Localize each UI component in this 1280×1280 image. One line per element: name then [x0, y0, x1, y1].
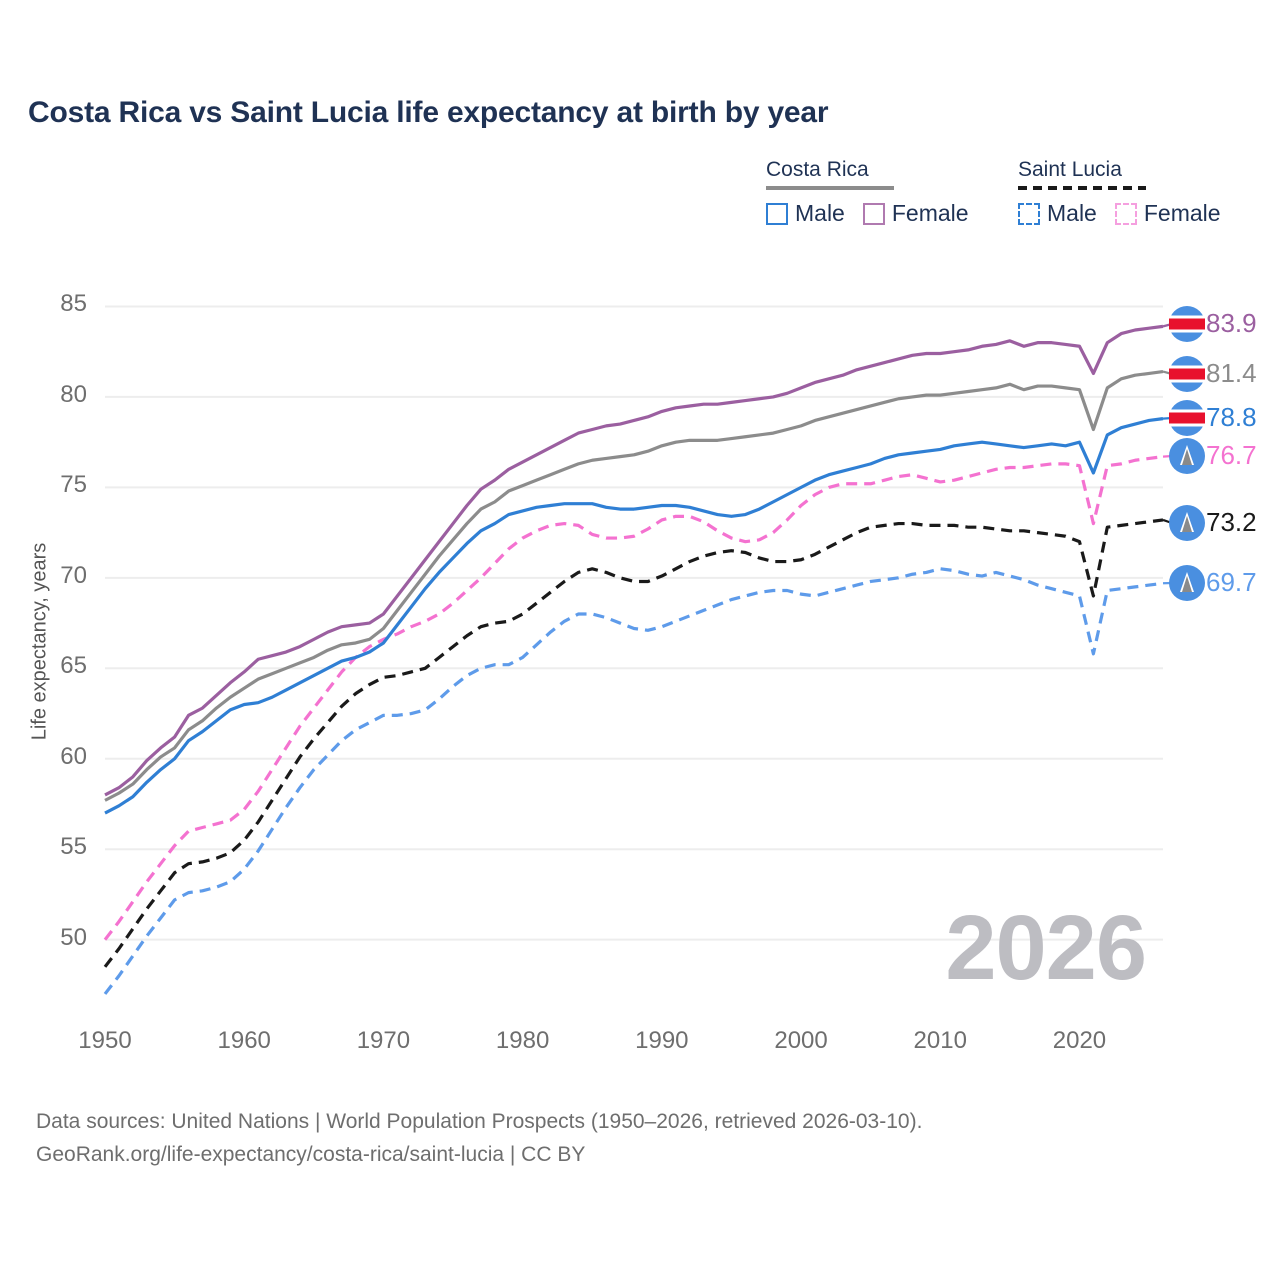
- x-axis-tick-label: 2000: [774, 1027, 828, 1054]
- x-axis-tick-label: 2010: [913, 1027, 967, 1054]
- legend-label-costa-rica-male: Male: [795, 200, 845, 226]
- legend-heading-saint-lucia: Saint Lucia: [1018, 158, 1122, 181]
- series-line: [103, 455, 1164, 941]
- series-line: [103, 518, 1164, 968]
- costa-rica-flag-icon: [1168, 305, 1206, 343]
- page-title: Costa Rica vs Saint Lucia life expectanc…: [28, 96, 829, 129]
- series-end-value-label: 69.7: [1206, 567, 1257, 597]
- x-axis-tick-label: 1950: [78, 1027, 132, 1054]
- legend-label-saint-lucia-female: Female: [1143, 200, 1221, 226]
- y-axis-tick-label: 85: [60, 290, 87, 318]
- chart-legend: Costa Rica Male Female Saint Lucia Male …: [760, 158, 1256, 248]
- x-axis-tick-label: 1990: [635, 1027, 689, 1054]
- series-end-value-label: 81.4: [1206, 358, 1257, 388]
- series-end-value-label: 83.9: [1206, 308, 1257, 338]
- legend-item-saint-lucia-male[interactable]: Male: [1018, 200, 1097, 227]
- legend-group-saint-lucia: Saint Lucia Male Female: [1018, 158, 1221, 227]
- legend-item-costa-rica-male[interactable]: Male: [766, 200, 845, 227]
- x-axis-tick-label: 1960: [217, 1027, 271, 1054]
- series-line: [104, 370, 1164, 802]
- y-axis-tick-label: 50: [60, 923, 87, 951]
- legend-rule-saint-lucia: [1018, 186, 1146, 190]
- costa-rica-flag-icon: [1168, 399, 1206, 437]
- year-watermark: 2026: [945, 897, 1147, 999]
- legend-heading-costa-rica: Costa Rica: [766, 158, 869, 181]
- y-axis-tick-label: 75: [60, 471, 87, 499]
- y-axis-tick-label: 80: [60, 380, 87, 408]
- y-axis-tick-label: 70: [60, 561, 87, 589]
- saint-lucia-flag-icon: [1168, 437, 1206, 475]
- saint-lucia-flag-icon: [1168, 504, 1206, 542]
- costa-rica-flag-icon: [1168, 355, 1206, 393]
- x-axis-tick-label: 1980: [495, 1027, 550, 1054]
- footer-line-2: GeoRank.org/life-expectancy/costa-rica/s…: [36, 1142, 586, 1166]
- chart-series: [103, 324, 1164, 995]
- y-axis-title: Life expectancy, years: [28, 542, 51, 741]
- series-line: [103, 567, 1164, 995]
- y-axis-tick-label: 60: [60, 742, 87, 770]
- footer-attribution: Data sources: United Nations | World Pop…: [36, 1106, 922, 1171]
- legend-swatch-icon-costa-rica-male: [766, 202, 788, 225]
- legend-item-saint-lucia-female[interactable]: Female: [1114, 200, 1221, 227]
- legend-swatch-icon-saint-lucia-female: [1114, 202, 1137, 225]
- footer-line-1: Data sources: United Nations | World Pop…: [36, 1110, 923, 1133]
- legend-swatch-icon-costa-rica-female: [862, 202, 885, 225]
- legend-swatch-icon-saint-lucia-male: [1018, 202, 1040, 225]
- chart-gridlines: [105, 305, 1163, 941]
- legend-item-costa-rica-female[interactable]: Female: [862, 200, 969, 227]
- saint-lucia-flag-icon: [1168, 564, 1206, 602]
- series-end-value-label: 78.8: [1206, 402, 1257, 432]
- x-axis-tick-label: 2020: [1052, 1027, 1107, 1054]
- legend-rule-costa-rica: [766, 186, 894, 190]
- series-line: [104, 324, 1164, 797]
- legend-group-costa-rica: Costa Rica Male Female: [766, 158, 969, 227]
- legend-label-costa-rica-female: Female: [891, 200, 969, 226]
- y-axis-tick-label: 65: [60, 652, 87, 680]
- y-axis-tick-label: 55: [60, 833, 87, 861]
- series-end-value-label: 73.2: [1206, 507, 1257, 537]
- legend-label-saint-lucia-male: Male: [1047, 200, 1097, 226]
- series-line: [104, 417, 1164, 815]
- x-axis-tick-label: 1970: [356, 1027, 411, 1054]
- series-end-value-label: 76.7: [1206, 440, 1257, 470]
